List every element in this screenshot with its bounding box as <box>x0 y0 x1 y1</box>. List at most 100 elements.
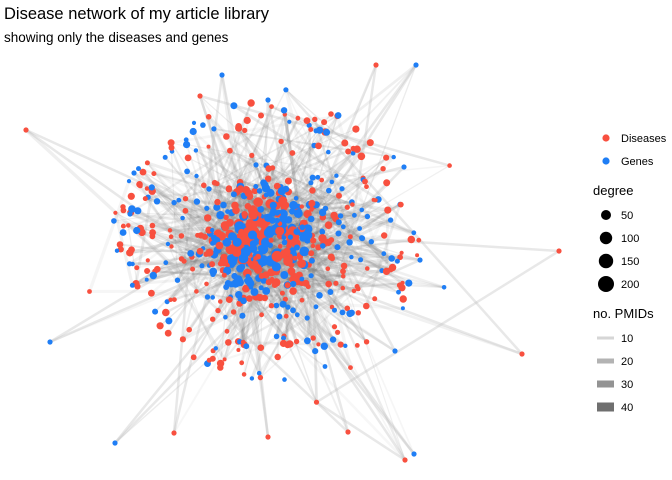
disease-node <box>345 148 352 155</box>
disease-node <box>218 299 223 304</box>
disease-node <box>265 278 273 286</box>
network-edge <box>359 237 363 260</box>
disease-node <box>168 297 173 302</box>
gene-node <box>260 179 267 187</box>
network-edge <box>229 150 353 206</box>
gene-node <box>277 187 286 196</box>
gene-node <box>279 300 287 308</box>
gene-node <box>320 342 328 350</box>
disease-node <box>282 296 288 302</box>
gene-node <box>191 120 197 125</box>
gene-node <box>318 208 327 217</box>
disease-node <box>210 316 216 322</box>
legend-genes-label: Genes <box>621 156 654 168</box>
node-layer <box>23 62 562 463</box>
gene-node <box>287 119 292 124</box>
disease-node <box>336 192 342 199</box>
gene-node <box>230 191 237 198</box>
network-edge <box>259 259 399 349</box>
gene-node <box>334 173 339 178</box>
disease-node <box>383 154 390 161</box>
gene-node <box>219 72 225 78</box>
gene-node <box>174 277 181 283</box>
disease-node <box>397 201 404 208</box>
disease-node <box>222 357 227 362</box>
gene-node <box>340 224 346 230</box>
gene-node <box>153 198 161 205</box>
disease-node <box>305 284 311 290</box>
gene-node <box>326 149 331 155</box>
gene-node <box>400 306 405 311</box>
disease-node <box>348 365 353 370</box>
network-edge <box>385 210 390 272</box>
disease-node <box>315 142 322 150</box>
gene-node <box>441 285 447 290</box>
gene-node <box>304 315 310 321</box>
network-edge <box>257 237 412 265</box>
gene-node <box>293 196 299 201</box>
disease-node <box>308 199 316 207</box>
network-edge <box>89 289 354 294</box>
disease-node <box>232 206 240 215</box>
disease-node <box>303 117 311 124</box>
gene-node <box>128 205 136 213</box>
gene-node <box>282 377 287 382</box>
disease-node <box>142 196 148 202</box>
gene-node <box>323 128 331 136</box>
disease-node <box>243 116 251 124</box>
network-edge <box>213 128 355 216</box>
network-edge <box>151 149 231 227</box>
disease-node <box>241 211 248 218</box>
network-edge <box>87 180 131 293</box>
network-edge <box>213 128 394 159</box>
disease-node <box>238 228 245 236</box>
disease-node <box>308 250 315 257</box>
legend-node-type: Diseases Genes <box>602 133 667 168</box>
disease-node <box>325 266 331 272</box>
network-edge <box>227 313 263 344</box>
disease-node <box>556 248 562 254</box>
gene-node <box>144 277 149 282</box>
disease-node <box>371 197 376 202</box>
gene-node <box>283 87 289 93</box>
network-edge <box>239 315 287 343</box>
gene-node <box>162 154 168 160</box>
network-edge <box>216 222 282 312</box>
disease-node <box>205 226 213 234</box>
disease-node <box>182 207 189 214</box>
disease-node <box>221 272 227 278</box>
disease-node <box>364 184 369 190</box>
disease-node <box>253 265 263 274</box>
disease-node <box>179 336 186 343</box>
network-edge <box>173 296 257 434</box>
network-edge <box>311 245 319 403</box>
gene-node <box>210 295 215 300</box>
network-edge <box>226 167 384 272</box>
network-edge <box>237 283 294 351</box>
gene-node <box>289 208 296 215</box>
disease-node <box>128 246 135 254</box>
gene-node <box>194 173 199 179</box>
disease-node <box>230 309 237 315</box>
network-edge <box>226 157 387 332</box>
disease-node <box>381 232 388 239</box>
disease-node <box>182 196 189 202</box>
disease-node <box>224 328 230 334</box>
disease-node <box>271 278 281 287</box>
disease-node <box>149 233 156 240</box>
network-edge <box>169 199 180 231</box>
gene-node <box>213 346 218 351</box>
gene-node <box>220 201 227 209</box>
network-edge <box>213 182 233 214</box>
gene-node <box>239 312 246 319</box>
gene-node <box>253 184 259 189</box>
gene-node <box>322 364 328 369</box>
network-edge <box>275 270 339 334</box>
disease-node <box>204 281 209 287</box>
network-edge <box>151 291 403 310</box>
disease-node <box>341 139 349 147</box>
gene-node <box>387 217 394 223</box>
network-edge <box>307 125 318 403</box>
gene-node <box>312 348 319 355</box>
disease-node <box>340 262 348 270</box>
